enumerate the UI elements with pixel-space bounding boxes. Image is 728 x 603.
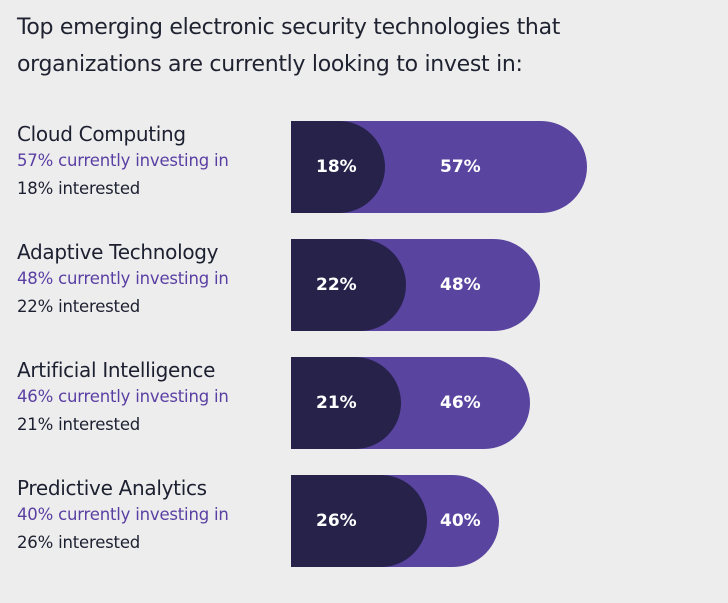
bar-area: 18% 57% [291, 121, 587, 213]
row-label: Cloud Computing 57% currently investing … [17, 121, 287, 203]
interested-value-label: 18% [316, 157, 357, 177]
investing-label: 48% currently investing in [17, 269, 229, 288]
row-label: Artificial Intelligence 46% currently in… [17, 357, 287, 439]
chart-row-predictive-analytics: Predictive Analytics 40% currently inves… [0, 475, 728, 567]
interested-bar [291, 239, 406, 331]
category-label: Predictive Analytics [17, 476, 207, 500]
interested-value-label: 26% [316, 511, 357, 531]
investing-value-label: 40% [440, 511, 481, 531]
investing-value-label: 57% [440, 157, 481, 177]
chart-title: Top emerging electronic security technol… [17, 9, 697, 83]
interested-label: 22% interested [17, 297, 141, 316]
category-label: Cloud Computing [17, 122, 186, 146]
interested-label: 18% interested [17, 179, 141, 198]
interested-bar [291, 121, 385, 213]
investing-value-label: 46% [440, 393, 481, 413]
investing-label: 46% currently investing in [17, 387, 229, 406]
row-label: Predictive Analytics 40% currently inves… [17, 475, 287, 557]
chart-title-line: Top emerging electronic security technol… [17, 15, 561, 40]
bar-area: 22% 48% [291, 239, 540, 331]
bar-area: 21% 46% [291, 357, 530, 449]
interested-label: 21% interested [17, 415, 141, 434]
investing-label: 40% currently investing in [17, 505, 229, 524]
chart-row-artificial-intelligence: Artificial Intelligence 46% currently in… [0, 357, 728, 449]
category-label: Artificial Intelligence [17, 358, 216, 382]
row-label: Adaptive Technology 48% currently invest… [17, 239, 287, 321]
interested-label: 26% interested [17, 533, 141, 552]
investing-label: 57% currently investing in [17, 151, 229, 170]
chart-row-adaptive-technology: Adaptive Technology 48% currently invest… [0, 239, 728, 331]
category-label: Adaptive Technology [17, 240, 219, 264]
interested-value-label: 22% [316, 275, 357, 295]
bar-area: 26% 40% [291, 475, 499, 567]
interested-bar [291, 357, 401, 449]
chart-row-cloud-computing: Cloud Computing 57% currently investing … [0, 121, 728, 213]
investing-value-label: 48% [440, 275, 481, 295]
chart-title-line: organizations are currently looking to i… [17, 52, 523, 77]
interested-bar [291, 475, 427, 567]
interested-value-label: 21% [316, 393, 357, 413]
